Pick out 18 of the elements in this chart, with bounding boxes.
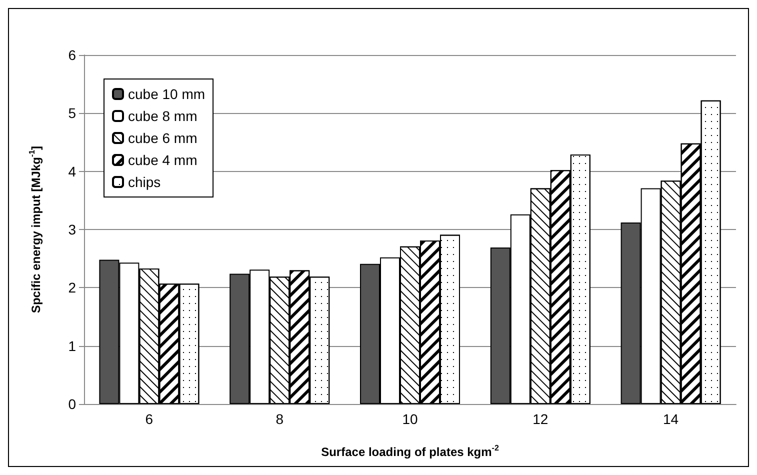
- y-tick-label: 2: [68, 280, 76, 296]
- x-tick-label: 10: [402, 411, 418, 427]
- y-tick-label: 5: [68, 105, 76, 122]
- x-tick-label: 12: [532, 411, 548, 427]
- y-tick-label: 0: [68, 396, 76, 412]
- y-tick-label: 3: [68, 222, 76, 238]
- x-tick-label: 6: [145, 411, 154, 427]
- legend-label: cube 8 mm: [128, 108, 198, 124]
- legend-label: chips: [128, 174, 161, 190]
- legend-label: cube 6 mm: [128, 130, 198, 146]
- legend-label: cube 10 mm: [128, 86, 206, 102]
- y-axis-title: Spcific energy imput [MJkg-1]: [28, 146, 43, 314]
- legend-label: cube 4 mm: [128, 152, 198, 168]
- y-tick-label: 6: [68, 47, 76, 63]
- y-tick-label: 4: [68, 163, 76, 180]
- y-tick-label: 1: [68, 338, 76, 354]
- x-tick-label: 8: [276, 411, 284, 427]
- x-tick-label: 14: [663, 411, 679, 427]
